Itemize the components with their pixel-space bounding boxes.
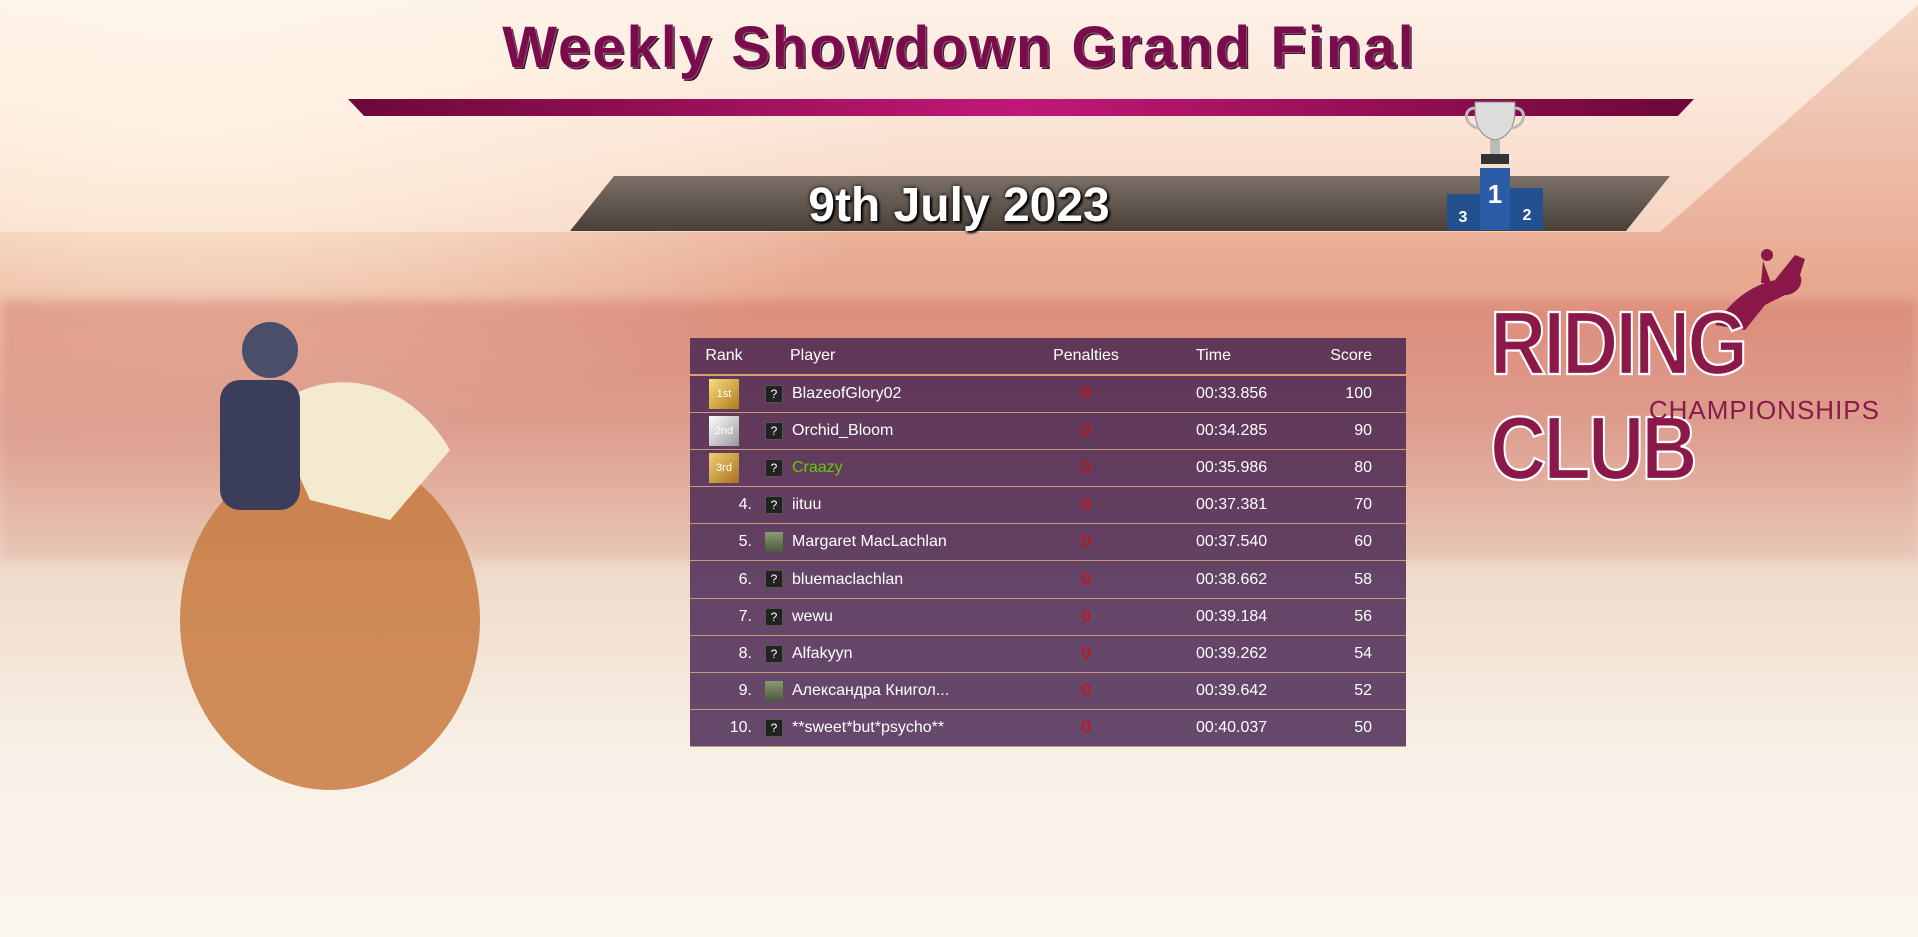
penalties: 0 <box>1036 375 1136 413</box>
horse-and-rider-image <box>180 322 480 790</box>
question-icon[interactable]: ? <box>765 458 783 477</box>
table-row[interactable]: 5. Margaret MacLachlan 0 00:37.540 60 <box>690 523 1406 562</box>
question-icon[interactable]: ? <box>765 496 783 515</box>
header-time: Time <box>1136 338 1286 376</box>
leaderboard-table: Rank Player Penalties Time Score 1st ? B… <box>690 338 1406 748</box>
penalties: 0 <box>1036 672 1136 711</box>
score: 70 <box>1286 486 1406 525</box>
rank: 9. <box>738 682 752 700</box>
riding-club-logo: RIDING CLUB CHAMPIONSHIPS <box>1489 245 1885 500</box>
title-underline <box>348 99 1694 116</box>
table-row[interactable]: 1st ? BlazeofGlory02 0 00:33.856 100 <box>690 375 1406 413</box>
player-name[interactable]: wewu <box>790 598 1036 636</box>
player-name[interactable]: Margaret MacLachlan <box>790 523 1036 562</box>
time: 00:37.381 <box>1136 486 1286 525</box>
score: 100 <box>1286 375 1406 413</box>
table-row[interactable]: 3rd ? Craazy 0 00:35.986 80 <box>690 449 1406 488</box>
penalties: 0 <box>1036 486 1136 525</box>
rank: 4. <box>738 496 752 514</box>
score: 50 <box>1286 709 1406 748</box>
rank: 7. <box>738 607 752 625</box>
question-icon[interactable]: ? <box>765 644 783 663</box>
rank: 5. <box>738 533 752 551</box>
time: 00:39.184 <box>1136 598 1286 636</box>
player-name[interactable]: Orchid_Bloom <box>790 412 1036 450</box>
time: 00:34.285 <box>1136 412 1286 450</box>
player-name[interactable]: iituu <box>790 486 1036 525</box>
podium-first: 1 <box>1488 179 1502 209</box>
rank: 8. <box>738 644 752 662</box>
time: 00:37.540 <box>1136 523 1286 562</box>
time: 00:38.662 <box>1136 560 1286 599</box>
table-row[interactable]: 6. ? bluemaclachlan 0 00:38.662 58 <box>690 560 1406 599</box>
event-date: 9th July 2023 <box>808 179 1110 232</box>
score: 80 <box>1286 449 1406 488</box>
header-penalties: Penalties <box>1036 338 1136 376</box>
silver-medal-icon: 2nd <box>709 415 739 446</box>
score: 56 <box>1286 598 1406 636</box>
player-name[interactable]: Александра Книгол... <box>790 672 1036 711</box>
trophy-podium-icon: 1 3 2 <box>1447 101 1543 230</box>
bronze-medal-icon: 3rd <box>709 452 739 483</box>
player-name[interactable]: bluemaclachlan <box>790 560 1036 599</box>
table-row[interactable]: 9. Александра Книгол... 0 00:39.642 52 <box>690 672 1406 711</box>
penalties: 0 <box>1036 523 1136 562</box>
time: 00:40.037 <box>1136 709 1286 748</box>
table-header: Rank Player Penalties Time Score <box>690 338 1406 376</box>
table-row[interactable]: 10. ? **sweet*but*psycho** 0 00:40.037 5… <box>690 709 1406 748</box>
table-row[interactable]: 4. ? iituu 0 00:37.381 70 <box>690 486 1406 525</box>
table-row[interactable]: 7. ? wewu 0 00:39.184 56 <box>690 598 1406 636</box>
score: 90 <box>1286 412 1406 450</box>
rank: 10. <box>729 719 752 737</box>
score: 60 <box>1286 523 1406 562</box>
question-icon[interactable]: ? <box>765 607 783 626</box>
player-name[interactable]: BlazeofGlory02 <box>790 375 1036 413</box>
table-row[interactable]: 8. ? Alfakyyn 0 00:39.262 54 <box>690 635 1406 674</box>
penalties: 0 <box>1036 560 1136 599</box>
question-icon[interactable]: ? <box>765 570 783 589</box>
time: 00:33.856 <box>1136 375 1286 413</box>
penalties: 0 <box>1036 635 1136 674</box>
score: 52 <box>1286 672 1406 711</box>
score: 54 <box>1286 635 1406 674</box>
header-player: Player <box>790 338 1036 376</box>
avatar[interactable] <box>765 532 783 553</box>
event-title: Weekly Showdown Grand Final <box>502 15 1416 80</box>
rank: 6. <box>738 570 752 588</box>
penalties: 0 <box>1036 709 1136 748</box>
score: 58 <box>1286 560 1406 599</box>
jumping-horse-icon <box>1715 249 1805 330</box>
player-name[interactable]: **sweet*but*psycho** <box>790 709 1036 748</box>
avatar[interactable] <box>765 681 783 702</box>
time: 00:35.986 <box>1136 449 1286 488</box>
question-icon[interactable]: ? <box>765 719 783 738</box>
penalties: 0 <box>1036 412 1136 450</box>
podium-third: 3 <box>1459 209 1468 226</box>
question-icon[interactable]: ? <box>765 384 783 403</box>
question-icon[interactable]: ? <box>765 421 783 440</box>
podium-second: 2 <box>1523 207 1532 224</box>
time: 00:39.262 <box>1136 635 1286 674</box>
penalties: 0 <box>1036 449 1136 488</box>
time: 00:39.642 <box>1136 672 1286 711</box>
header-score: Score <box>1286 338 1406 376</box>
player-name[interactable]: Craazy <box>790 449 1036 488</box>
table-row[interactable]: 2nd ? Orchid_Bloom 0 00:34.285 90 <box>690 412 1406 450</box>
header-rank: Rank <box>690 338 758 376</box>
penalties: 0 <box>1036 598 1136 636</box>
player-name[interactable]: Alfakyyn <box>790 635 1036 674</box>
gold-medal-icon: 1st <box>709 378 739 409</box>
